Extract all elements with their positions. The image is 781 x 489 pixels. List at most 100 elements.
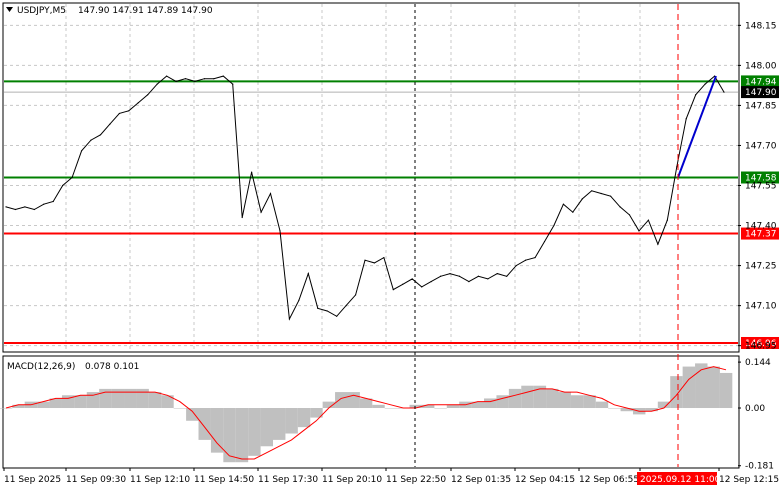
- macd-hist-bar: [86, 392, 100, 409]
- price-point: [109, 123, 111, 125]
- price-panel-frame: [2, 2, 740, 353]
- price-point: [279, 230, 281, 232]
- symbol-label: USDJPY,M5: [17, 6, 66, 16]
- price-point: [534, 256, 536, 259]
- price-point: [213, 78, 215, 80]
- price-point: [572, 211, 574, 213]
- macd-hist-bar: [186, 408, 199, 421]
- price-point: [80, 150, 83, 152]
- level-tag-text: 147.58: [745, 174, 777, 184]
- price-point: [449, 272, 451, 275]
- price-point: [24, 206, 26, 208]
- macd-values: 0.078 0.101: [85, 362, 139, 372]
- level-tag-text: 147.94: [745, 77, 777, 87]
- price-point: [676, 166, 678, 168]
- price-line: [5, 75, 725, 321]
- price-point: [241, 216, 243, 219]
- price-point: [52, 200, 54, 203]
- macd-hist-bar: [546, 388, 559, 409]
- price-point: [628, 214, 631, 216]
- price-point: [269, 192, 272, 195]
- macd-hist-bar: [347, 392, 360, 409]
- price-point: [5, 206, 7, 208]
- price-tick-label: 147.55: [745, 182, 777, 192]
- time-tick-label: 11 Sep 12:10: [130, 475, 190, 485]
- macd-hist-bar: [12, 404, 25, 409]
- price-point: [392, 289, 394, 291]
- macd-hist-bar: [620, 408, 634, 412]
- price-point: [506, 275, 508, 277]
- price-axis: 148.15148.00147.85147.70147.55147.40147.…: [738, 21, 777, 352]
- macd-hist-bar: [682, 366, 696, 409]
- price-point: [326, 310, 328, 312]
- price-point: [647, 219, 650, 221]
- macd-hist-bar: [421, 404, 435, 409]
- macd-hist-bar: [297, 408, 311, 428]
- price-point: [251, 171, 253, 173]
- time-tick-label: 11 Sep 14:50: [194, 475, 254, 485]
- time-marker-tag: [637, 472, 717, 485]
- price-point: [591, 190, 593, 192]
- price-point: [147, 94, 149, 96]
- price-point: [288, 318, 291, 320]
- macd-signal-line: [5, 366, 727, 460]
- macd-hist-bar: [446, 404, 460, 409]
- price-point: [222, 75, 224, 77]
- price-point: [610, 195, 612, 197]
- price-point: [137, 102, 139, 104]
- macd-hist-bar: [74, 395, 87, 409]
- price-tick-label: 146.95: [745, 342, 777, 352]
- level-tag-147.58: [741, 171, 779, 184]
- macd-hist-bar: [695, 363, 708, 409]
- current-price-tag: [741, 86, 779, 99]
- price-point: [468, 281, 470, 283]
- dropdown-triangle-icon[interactable]: [6, 7, 13, 12]
- price-levels: 147.94 147.58 147.37 146.96 147.90: [4, 75, 779, 349]
- macd-header: MACD(12,26,9) 0.078 0.101: [7, 362, 139, 372]
- level-tag-147.94: [741, 75, 779, 88]
- trend-arrow: [677, 75, 717, 178]
- price-point: [496, 272, 498, 275]
- time-tick-label: 11 Sep 09:30: [66, 475, 126, 485]
- price-point: [477, 275, 479, 277]
- macd-hist-bar: [521, 385, 534, 409]
- macd-hist-bar: [161, 395, 174, 409]
- level-tag-147.37: [741, 227, 779, 240]
- price-point: [354, 294, 357, 296]
- macd-hist-bar: [272, 408, 286, 440]
- macd-histogram: [0, 363, 733, 463]
- macd-hist-bar: [198, 408, 211, 440]
- macd-hist-bar: [136, 388, 149, 409]
- price-point: [411, 278, 413, 280]
- macd-hist-bar: [533, 385, 547, 409]
- time-marker-label: 2025.09.12 11:00: [640, 475, 721, 485]
- price-tick-label: 148.15: [745, 21, 777, 31]
- price-point: [364, 259, 366, 261]
- price-point: [166, 75, 168, 77]
- price-point: [156, 83, 158, 85]
- macd-hist-bar: [148, 392, 162, 409]
- macd-tick-label: -0.181: [745, 462, 774, 472]
- price-point: [383, 256, 385, 259]
- price-tick-label: 147.25: [745, 262, 777, 272]
- price-point: [581, 198, 583, 200]
- price-point: [298, 299, 300, 301]
- price-tick-label: 147.70: [745, 141, 777, 151]
- macd-hist-bar: [595, 401, 609, 409]
- macd-hist-bar: [670, 376, 683, 409]
- price-tick-label: 148.00: [745, 61, 777, 71]
- macd-hist-bar: [260, 408, 274, 447]
- time-tick-label: 12 Sep 06:55: [579, 475, 639, 485]
- macd-hist-bar: [608, 408, 621, 409]
- macd-hist-bar: [508, 388, 522, 409]
- price-point: [62, 184, 64, 187]
- price-tick-label: 147.85: [745, 101, 777, 111]
- time-tick-label: 12 Sep 01:35: [451, 475, 511, 485]
- macd-hist-bar: [322, 401, 336, 409]
- price-point: [260, 211, 262, 213]
- price-point: [666, 219, 668, 221]
- price-point: [336, 315, 338, 317]
- macd-signal: [5, 366, 727, 460]
- price-point: [515, 264, 517, 267]
